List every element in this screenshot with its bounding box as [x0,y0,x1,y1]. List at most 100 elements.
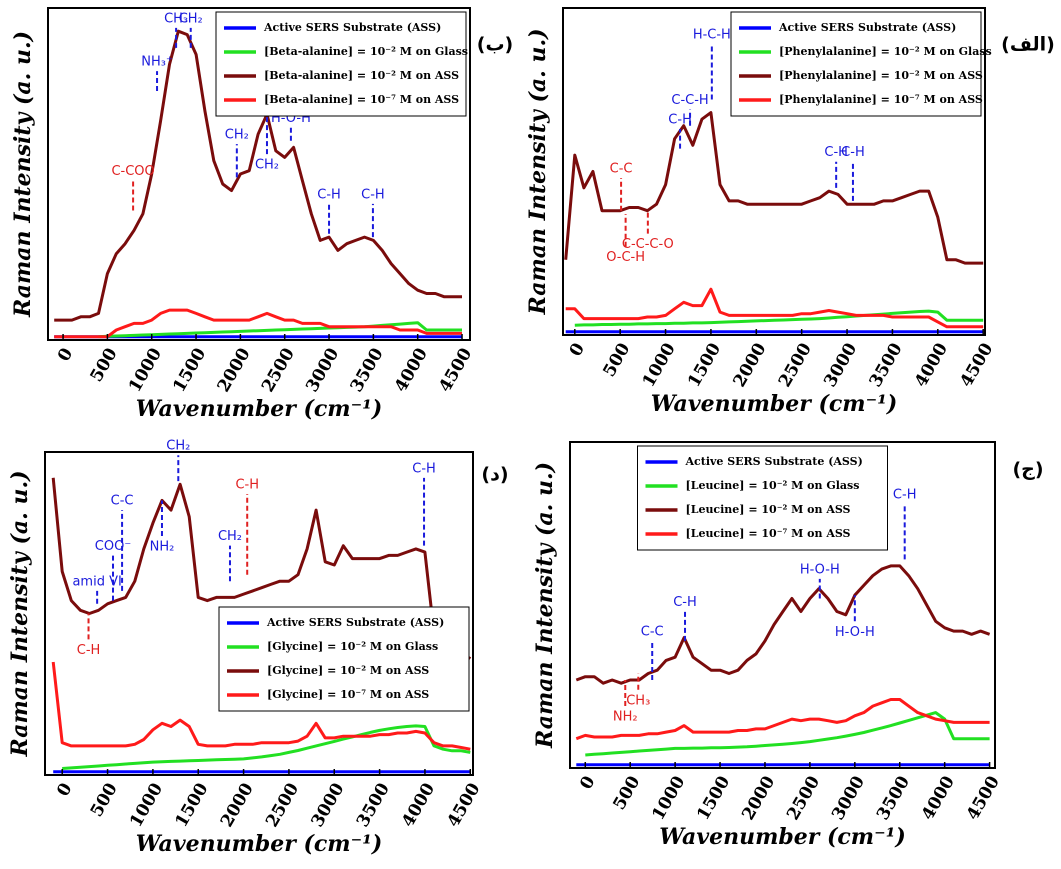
x-tick-label: 500 [87,345,122,386]
legend-label: [Leucine] = 10⁻² M on ASS [686,503,851,516]
x-tick-label: 1000 [126,780,167,831]
legend: Active SERS Substrate (ASS) [Glycine] = 1… [218,606,470,712]
annotation-label: CH₃ [626,693,650,708]
annotation-label: C-H [412,461,436,476]
annotation-label: CH₂ [255,158,279,173]
annotation-label: NH₃⁺ [141,55,173,70]
annotation-label: C-H [235,477,259,492]
series-line [51,661,471,751]
legend: Active SERS Substrate (ASS) [Leucine] = 1… [637,445,888,551]
x-tick-label: 1000 [648,773,689,824]
x-tick-label: 3000 [308,780,349,831]
x-tick-label: 2500 [262,780,303,831]
x-tick-label: 4500 [956,340,997,391]
annotation-label: CH₂ [218,529,242,544]
series-line [54,308,462,339]
series-line [51,477,472,660]
x-tick-label: 3500 [347,345,388,396]
annotation-label: C-H [893,487,917,502]
x-tick-label: 4500 [963,773,1004,824]
x-axis-label: Wavenumber (cm⁻¹) [136,831,382,857]
legend: Active SERS Substrate (ASS) [Beta-alanine… [215,11,468,117]
legend-label: [Glycine] = 10⁻² M on ASS [267,664,429,677]
annotation-label: CH₃ [164,11,188,26]
panel: amid VI C-H COO⁻ C-C NH₂ CH₂ CH₂ C-H C-H 0 500 1000… [7,439,509,857]
x-tick-label: 4000 [911,340,952,391]
x-tick-label: 2000 [217,780,258,831]
panel: NH₂ CH₃ C-C C-H H-O-H H-O-H C-H 0 500 1000 1500 200… [532,441,1044,850]
series-line [574,309,984,327]
annotation-label: amid VI [72,574,121,589]
x-tick-label: 3000 [828,773,869,824]
plot-frame [44,451,474,776]
legend-label: [Leucine] = 10⁻⁷ M on ASS [686,527,851,540]
annotation-label: C-H [673,595,697,610]
x-tick-label: 2500 [783,773,824,824]
x-tick-label: 2000 [730,340,771,391]
x-tick-label: 2500 [258,345,299,396]
plot-frame [47,7,471,341]
series-line [62,724,471,770]
legend-box [730,11,982,117]
x-tick-label: 0 [54,345,77,365]
annotation-label: C-COO [111,164,154,179]
legend-label: [Beta-alanine] = 10⁻⁷ M on ASS [264,93,459,106]
x-tick-label: 4000 [398,780,439,831]
y-axis-label: Raman Intensity (a. u.) [532,462,558,749]
series-line [585,711,990,757]
x-tick-label: 3500 [353,780,394,831]
annotation-label: H-C-H [693,27,731,42]
series-line [54,29,462,322]
annotation-label: C-C-C-O [622,237,674,252]
series-line [98,321,462,339]
x-axis-label: Wavenumber (cm⁻¹) [136,396,382,422]
legend-label: [Leucine] = 10⁻² M on Glass [686,479,860,492]
y-axis-label: Raman Intensity (a. u.) [525,28,551,315]
annotation-label: C-C [641,624,664,639]
x-tick-label: 2000 [738,773,779,824]
y-axis-label: Raman Intensity (a. u.) [10,31,36,318]
annotation-label: COO⁻ [95,539,131,554]
panel: C-CO-C-HC-C-C-OC-HC-C-HH-C-HC-HC-H0 500 10… [525,7,1055,417]
x-tick-label: 4000 [391,345,432,396]
legend-box [637,445,888,551]
series-line [575,698,990,741]
series-line [565,287,984,329]
x-tick-label: 0 [53,780,76,800]
x-tick-label: 3000 [820,340,861,391]
annotation-label: CH₂ [225,128,249,143]
x-tick-label: 1500 [169,345,210,396]
annotation-label: C-C [610,162,633,177]
annotation-label: NH₂ [613,710,638,725]
series-line [575,564,991,685]
x-tick-label: 1500 [171,780,212,831]
legend-label: [Beta-alanine] = 10⁻² M on Glass [264,45,468,58]
legend-label: [Glycine] = 10⁻² M on Glass [267,640,438,653]
x-tick-label: 1000 [639,340,680,391]
x-tick-label: 4000 [918,773,959,824]
series-line [564,111,984,265]
legend-box [215,11,467,117]
plot-frame [562,7,986,336]
x-tick-label: 1500 [693,773,734,824]
legend-label: [Phenylalanine] = 10⁻² M on Glass [779,45,992,58]
x-tick-label: 2500 [775,340,816,391]
x-axis-label: Wavenumber (cm⁻¹) [651,391,897,417]
y-axis-label: Raman Intensity (a. u.) [7,470,33,757]
x-tick-label: 4500 [444,780,485,831]
panel-label: (ب) [477,34,513,56]
legend-label: [Phenylalanine] = 10⁻⁷ M on ASS [779,93,983,106]
x-tick-label: 500 [609,773,644,814]
x-tick-label: 500 [599,340,634,381]
x-tick-label: 2000 [214,345,255,396]
panel-label: (الف) [1001,34,1055,56]
annotation-label: C-H [77,643,101,658]
x-tick-label: 3500 [866,340,907,391]
panel-label: (ج) [1012,459,1043,481]
legend-label: Active SERS Substrate (ASS) [266,616,444,629]
legend-label: Active SERS Substrate (ASS) [685,455,863,468]
legend-label: [Beta-alanine] = 10⁻² M on ASS [264,69,459,82]
x-tick-label: 1000 [125,345,166,396]
legend-box [218,606,470,712]
